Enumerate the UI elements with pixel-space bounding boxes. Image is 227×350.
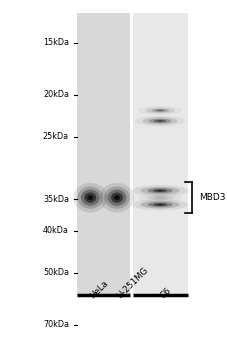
Ellipse shape: [158, 120, 163, 121]
Text: C6: C6: [158, 286, 173, 301]
Text: 35kDa: 35kDa: [43, 195, 69, 204]
Ellipse shape: [135, 116, 185, 126]
Ellipse shape: [157, 204, 163, 205]
Ellipse shape: [116, 197, 118, 199]
Ellipse shape: [141, 201, 180, 209]
Text: 70kDa: 70kDa: [43, 320, 69, 329]
Ellipse shape: [153, 203, 167, 206]
Ellipse shape: [84, 193, 96, 203]
Ellipse shape: [111, 193, 123, 203]
Ellipse shape: [149, 119, 171, 123]
Text: 25kDa: 25kDa: [43, 132, 69, 141]
Text: 50kDa: 50kDa: [43, 268, 69, 277]
Ellipse shape: [151, 109, 169, 112]
Text: 40kDa: 40kDa: [43, 226, 69, 235]
Ellipse shape: [141, 187, 180, 195]
Ellipse shape: [156, 110, 165, 111]
Ellipse shape: [114, 195, 120, 200]
Ellipse shape: [154, 120, 166, 122]
Ellipse shape: [143, 117, 178, 125]
Ellipse shape: [104, 187, 130, 209]
Text: 20kDa: 20kDa: [43, 90, 69, 99]
Text: 15kDa: 15kDa: [43, 38, 69, 47]
Ellipse shape: [153, 189, 167, 192]
Ellipse shape: [100, 183, 134, 212]
Text: HeLa: HeLa: [88, 279, 110, 301]
Ellipse shape: [81, 189, 100, 206]
FancyBboxPatch shape: [77, 13, 130, 295]
Ellipse shape: [147, 202, 173, 207]
Ellipse shape: [153, 196, 167, 199]
Ellipse shape: [147, 188, 173, 193]
Ellipse shape: [78, 187, 103, 209]
Ellipse shape: [73, 183, 107, 212]
Ellipse shape: [157, 190, 163, 191]
Ellipse shape: [89, 197, 91, 199]
Ellipse shape: [147, 195, 173, 200]
Text: U-251MG: U-251MG: [115, 266, 150, 301]
Ellipse shape: [146, 108, 174, 113]
FancyBboxPatch shape: [133, 13, 188, 295]
Ellipse shape: [132, 199, 188, 210]
Ellipse shape: [87, 195, 93, 200]
Text: MBD3: MBD3: [200, 193, 226, 202]
Ellipse shape: [132, 185, 188, 196]
Ellipse shape: [158, 110, 162, 111]
Ellipse shape: [108, 189, 126, 206]
